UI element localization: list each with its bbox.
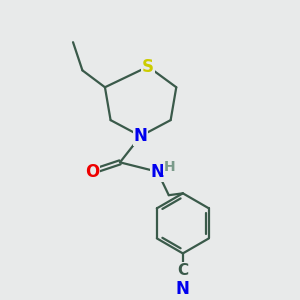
- Text: N: N: [134, 127, 148, 145]
- Text: C: C: [177, 263, 188, 278]
- Text: O: O: [85, 163, 99, 181]
- Text: N: N: [151, 163, 164, 181]
- Text: H: H: [164, 160, 176, 174]
- Text: N: N: [176, 280, 190, 298]
- Text: S: S: [142, 58, 154, 76]
